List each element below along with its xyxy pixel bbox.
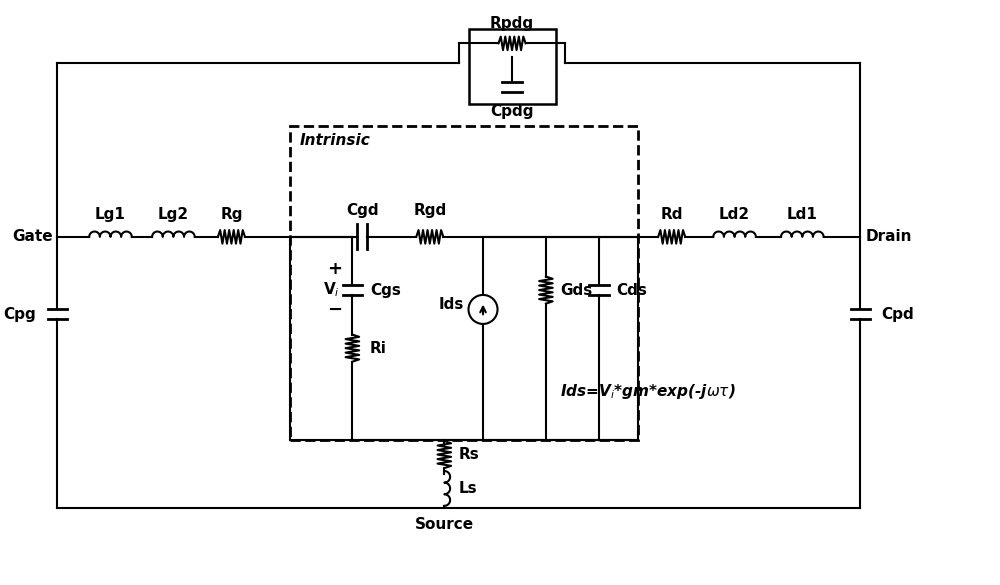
- Text: Cpdg: Cpdg: [490, 104, 534, 119]
- Text: Rg: Rg: [220, 207, 243, 222]
- Text: Rgd: Rgd: [413, 202, 446, 218]
- Text: V$_i$: V$_i$: [323, 281, 340, 300]
- Text: Cpg: Cpg: [3, 307, 36, 322]
- Text: Cds: Cds: [617, 283, 647, 298]
- Text: Rpdg: Rpdg: [490, 16, 534, 31]
- Text: Ld2: Ld2: [719, 207, 750, 222]
- Text: Rd: Rd: [660, 207, 683, 222]
- Text: Lg1: Lg1: [95, 207, 126, 222]
- Text: Ids: Ids: [438, 297, 464, 312]
- Text: Cpd: Cpd: [882, 307, 914, 322]
- Text: +: +: [327, 260, 342, 278]
- Text: Ls: Ls: [459, 481, 477, 496]
- Text: Gate: Gate: [12, 229, 52, 245]
- Text: Drain: Drain: [865, 229, 912, 245]
- FancyBboxPatch shape: [469, 29, 556, 104]
- Text: Ld1: Ld1: [787, 207, 818, 222]
- Text: Cgd: Cgd: [346, 202, 378, 218]
- Text: Ri: Ri: [370, 340, 387, 356]
- Text: Lg2: Lg2: [158, 207, 189, 222]
- Text: −: −: [327, 301, 343, 318]
- Text: Ids=V$_i$*gm*exp(-j$\omega\tau$): Ids=V$_i$*gm*exp(-j$\omega\tau$): [560, 382, 736, 401]
- Text: Rs: Rs: [459, 447, 480, 462]
- Text: Gds: Gds: [560, 283, 593, 298]
- Text: Cgs: Cgs: [370, 283, 401, 298]
- Text: Source: Source: [415, 518, 474, 532]
- Text: Intrinsic: Intrinsic: [299, 133, 370, 149]
